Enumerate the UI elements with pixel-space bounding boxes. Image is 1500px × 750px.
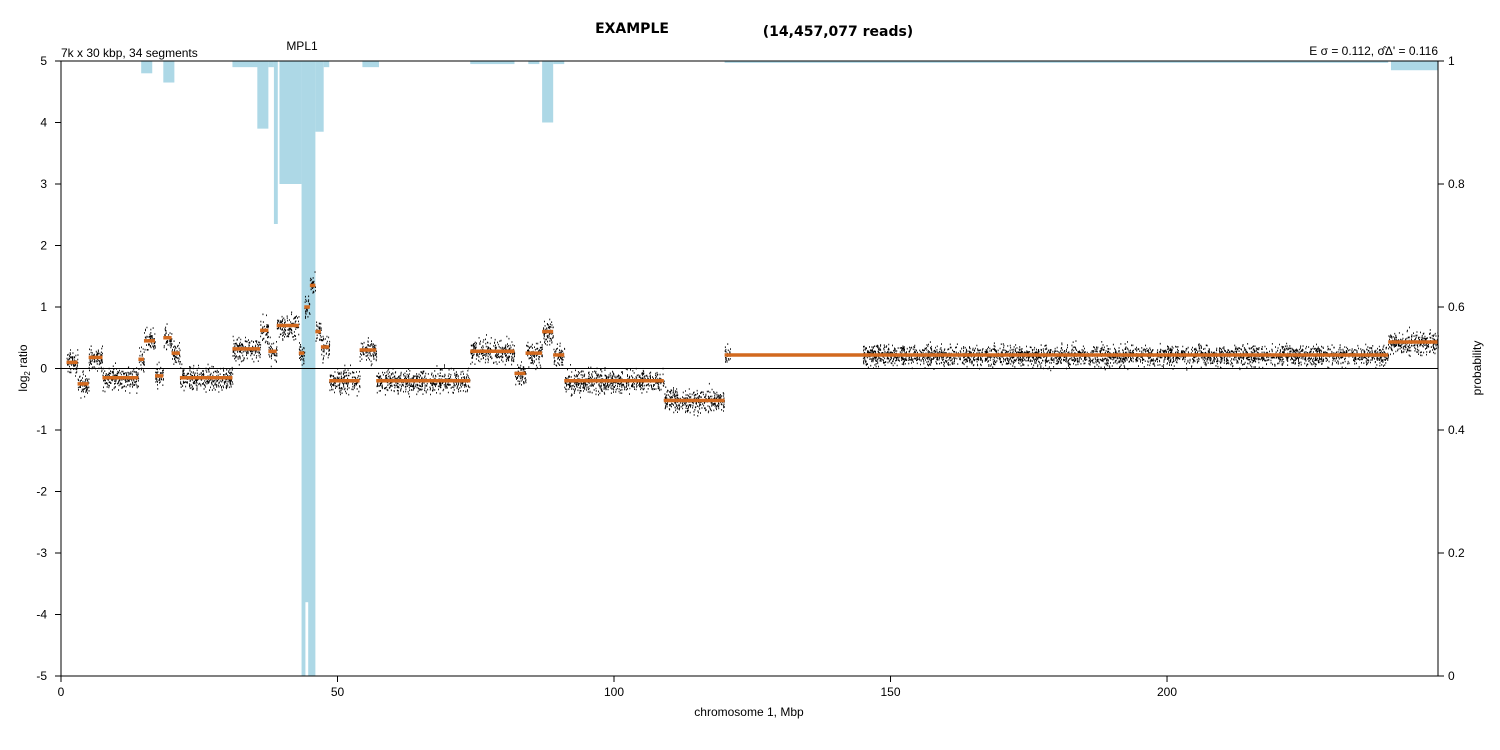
segment-lines (66, 283, 1438, 403)
probability-bar (323, 61, 330, 68)
probability-bar (1390, 61, 1438, 71)
y-tick-label: 1 (40, 300, 47, 314)
y-tick-label: 0 (40, 362, 47, 376)
data-point-cloud (66, 271, 1439, 417)
probability-bar (315, 61, 324, 132)
y-tick-label: -3 (36, 546, 47, 560)
probability-bar (273, 61, 278, 224)
y2-tick-label: 1 (1448, 54, 1455, 68)
x-tick-label: 200 (1157, 685, 1177, 699)
y-tick-label: 3 (40, 177, 47, 191)
y2-tick-label: 0.4 (1448, 423, 1465, 437)
x-tick-label: 100 (604, 685, 624, 699)
x-tick-label: 0 (58, 685, 65, 699)
probability-bars (141, 61, 1438, 676)
probability-bar (163, 61, 175, 83)
y-tick-label: -1 (36, 423, 47, 437)
chart-subtitle: (14,457,077 reads) (763, 24, 913, 40)
y-axis-label-left: log2 ratio (16, 344, 32, 391)
probability-bar (279, 61, 302, 184)
x-tick-label: 150 (881, 685, 901, 699)
probability-bar-gap (305, 602, 309, 676)
data-points (66, 271, 1439, 417)
gene-label: MPL1 (286, 39, 318, 53)
y-tick-label: -4 (36, 608, 47, 622)
y-tick-label: 5 (40, 54, 47, 68)
probability-bar (362, 61, 379, 68)
x-axis-label: chromosome 1, Mbp (694, 705, 804, 719)
y2-tick-label: 0.6 (1448, 300, 1465, 314)
probability-bar (232, 61, 261, 68)
axes: 0 50 100 150 200-5-4-3-2-101234500.20.40.60.… (36, 54, 1465, 699)
y2-tick-label: 0.2 (1448, 546, 1465, 560)
probability-bar (257, 61, 269, 129)
y-tick-label: 2 (40, 239, 47, 253)
probability-bar (542, 61, 554, 123)
y2-tick-label: 0 (1448, 669, 1455, 683)
probability-bar (528, 61, 540, 65)
y2-tick-label: 0.8 (1448, 177, 1465, 191)
y-tick-label: -5 (36, 669, 47, 683)
y-axis-label-right: probability (1470, 341, 1484, 396)
y-tick-label: -2 (36, 485, 47, 499)
probability-bar (268, 61, 274, 68)
probability-bar (470, 61, 515, 65)
y-tick-label: 4 (40, 116, 47, 130)
chart-title: EXAMPLE (595, 21, 669, 37)
top-left-note: 7k x 30 kbp, 34 segments (61, 46, 198, 60)
probability-bar (141, 61, 153, 74)
probability-bar (553, 61, 565, 65)
probability-bar (724, 61, 1389, 63)
top-right-note: E σ = 0.112, σ̂Δ' = 0.116 (1309, 44, 1438, 58)
x-tick-label: 50 (331, 685, 345, 699)
